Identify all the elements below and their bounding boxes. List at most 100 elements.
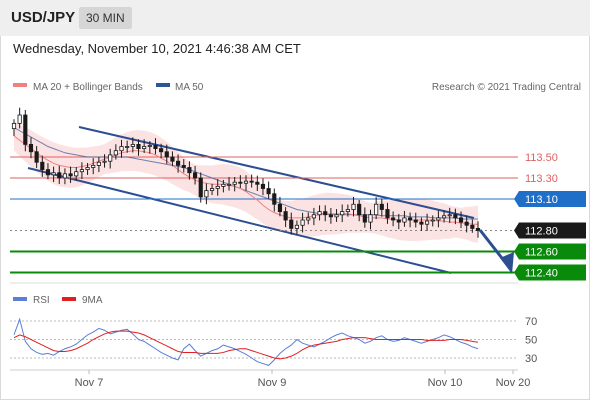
candle-body: [113, 150, 118, 156]
candle-body: [424, 220, 430, 225]
candle-body: [402, 217, 407, 223]
candle-body: [142, 146, 147, 149]
x-tick-label: Nov 20: [496, 377, 531, 389]
candle-body: [226, 183, 232, 186]
candle-body: [108, 154, 113, 162]
candle-body: [51, 172, 56, 176]
ma20-legend-swatch: [13, 83, 27, 87]
candle-body: [306, 217, 311, 221]
candle-body: [40, 161, 45, 170]
channel-lower-line: [27, 167, 452, 274]
candle-body: [57, 172, 62, 179]
candle-body: [419, 221, 424, 225]
candle-body: [368, 214, 373, 223]
level-label-112.60: 112.60: [525, 247, 558, 259]
candle-body: [170, 156, 175, 162]
candle-body: [385, 209, 390, 219]
candle-body: [159, 148, 164, 153]
level-label-113.30: 113.30: [525, 173, 558, 185]
rsi-ma-line: [13, 330, 479, 360]
level-tag-113.10: [514, 191, 586, 207]
candle-body: [45, 169, 51, 176]
candle-body: [283, 211, 288, 221]
ma20-legend-label: MA 20 + Bollinger Bands: [33, 82, 143, 93]
candle-body: [272, 193, 277, 205]
candle-body: [34, 151, 39, 163]
candle-body: [289, 219, 294, 229]
candle-body: [413, 219, 418, 223]
timeframe-badge[interactable]: 30 MIN: [79, 7, 132, 29]
candle-body: [181, 164, 186, 168]
candle-body: [255, 181, 260, 185]
candle-body: [192, 172, 198, 179]
candle-body: [91, 164, 96, 168]
candle-body: [119, 146, 124, 152]
x-tick-label: Nov 10: [428, 377, 463, 389]
chart-header: USD/JPY 30 MIN: [0, 0, 590, 36]
candle-body: [311, 214, 316, 219]
candle-body: [458, 217, 464, 223]
candle-body: [209, 188, 215, 191]
ma50-legend-label: MA 50: [175, 82, 204, 93]
rsi-legend-label: RSI: [33, 295, 50, 306]
level-tag-112.60: [514, 243, 586, 260]
x-tick-label: Nov 9: [258, 377, 287, 389]
rsi-tick-label: 30: [525, 353, 537, 365]
candle-body: [396, 219, 401, 223]
candle-body: [28, 143, 34, 153]
candle-body: [79, 169, 84, 173]
symbol-label: USD/JPY: [11, 9, 76, 26]
candle-body: [17, 114, 22, 124]
rsi-tick-label: 50: [525, 335, 537, 347]
candle-body: [453, 214, 458, 219]
candle-body: [277, 203, 283, 212]
candle-body: [85, 167, 90, 170]
forecast-arrow-shaft: [478, 229, 507, 263]
candle-body: [11, 123, 17, 130]
candle-body: [266, 188, 271, 195]
candle-body: [260, 183, 266, 189]
candle-body: [147, 145, 152, 147]
candle-body: [441, 215, 447, 219]
price-levels: [10, 156, 518, 274]
candle-body: [130, 143, 135, 147]
candle-body: [221, 183, 226, 187]
candle-body: [294, 224, 300, 229]
ma50-legend-swatch: [156, 83, 170, 87]
candle-body: [62, 173, 68, 179]
candle-body: [164, 151, 169, 158]
level-label-112.40: 112.40: [525, 268, 558, 280]
candle-body: [345, 209, 350, 212]
candle-body: [323, 211, 328, 216]
rsi-ma-legend-swatch: [62, 297, 76, 301]
x-axis: Nov 7 Nov 9 Nov 10 Nov 20: [75, 370, 531, 389]
candle-body: [475, 227, 481, 231]
rsi-tick-label: 70: [525, 316, 537, 328]
candle-body: [153, 145, 158, 149]
rsi-panel: 70 50 30: [10, 316, 537, 366]
ma50-line: [13, 127, 478, 220]
level-label-113.50: 113.50: [525, 152, 558, 164]
candle-body: [334, 214, 339, 218]
candle-body: [136, 143, 141, 149]
candle-body: [187, 167, 192, 174]
forecast-arrow-head: [500, 252, 514, 274]
candle-body: [328, 214, 333, 218]
candle-body: [362, 214, 367, 223]
candle-body: [96, 161, 101, 166]
candle-body: [408, 217, 413, 221]
candle-body: [238, 181, 243, 184]
forecast-arrow: [478, 229, 514, 274]
candle-body: [357, 203, 362, 216]
candle-body: [300, 219, 305, 226]
channel-lines: [27, 126, 475, 274]
level-label-113.10: 113.10: [525, 194, 558, 206]
candle-body: [249, 180, 254, 183]
candle-body: [374, 203, 379, 216]
candle-body: [447, 214, 452, 217]
candle-body: [74, 171, 79, 177]
x-tick-label: Nov 7: [75, 377, 104, 389]
level-label-112.80: 112.80: [525, 226, 558, 238]
candle-body: [215, 185, 220, 189]
